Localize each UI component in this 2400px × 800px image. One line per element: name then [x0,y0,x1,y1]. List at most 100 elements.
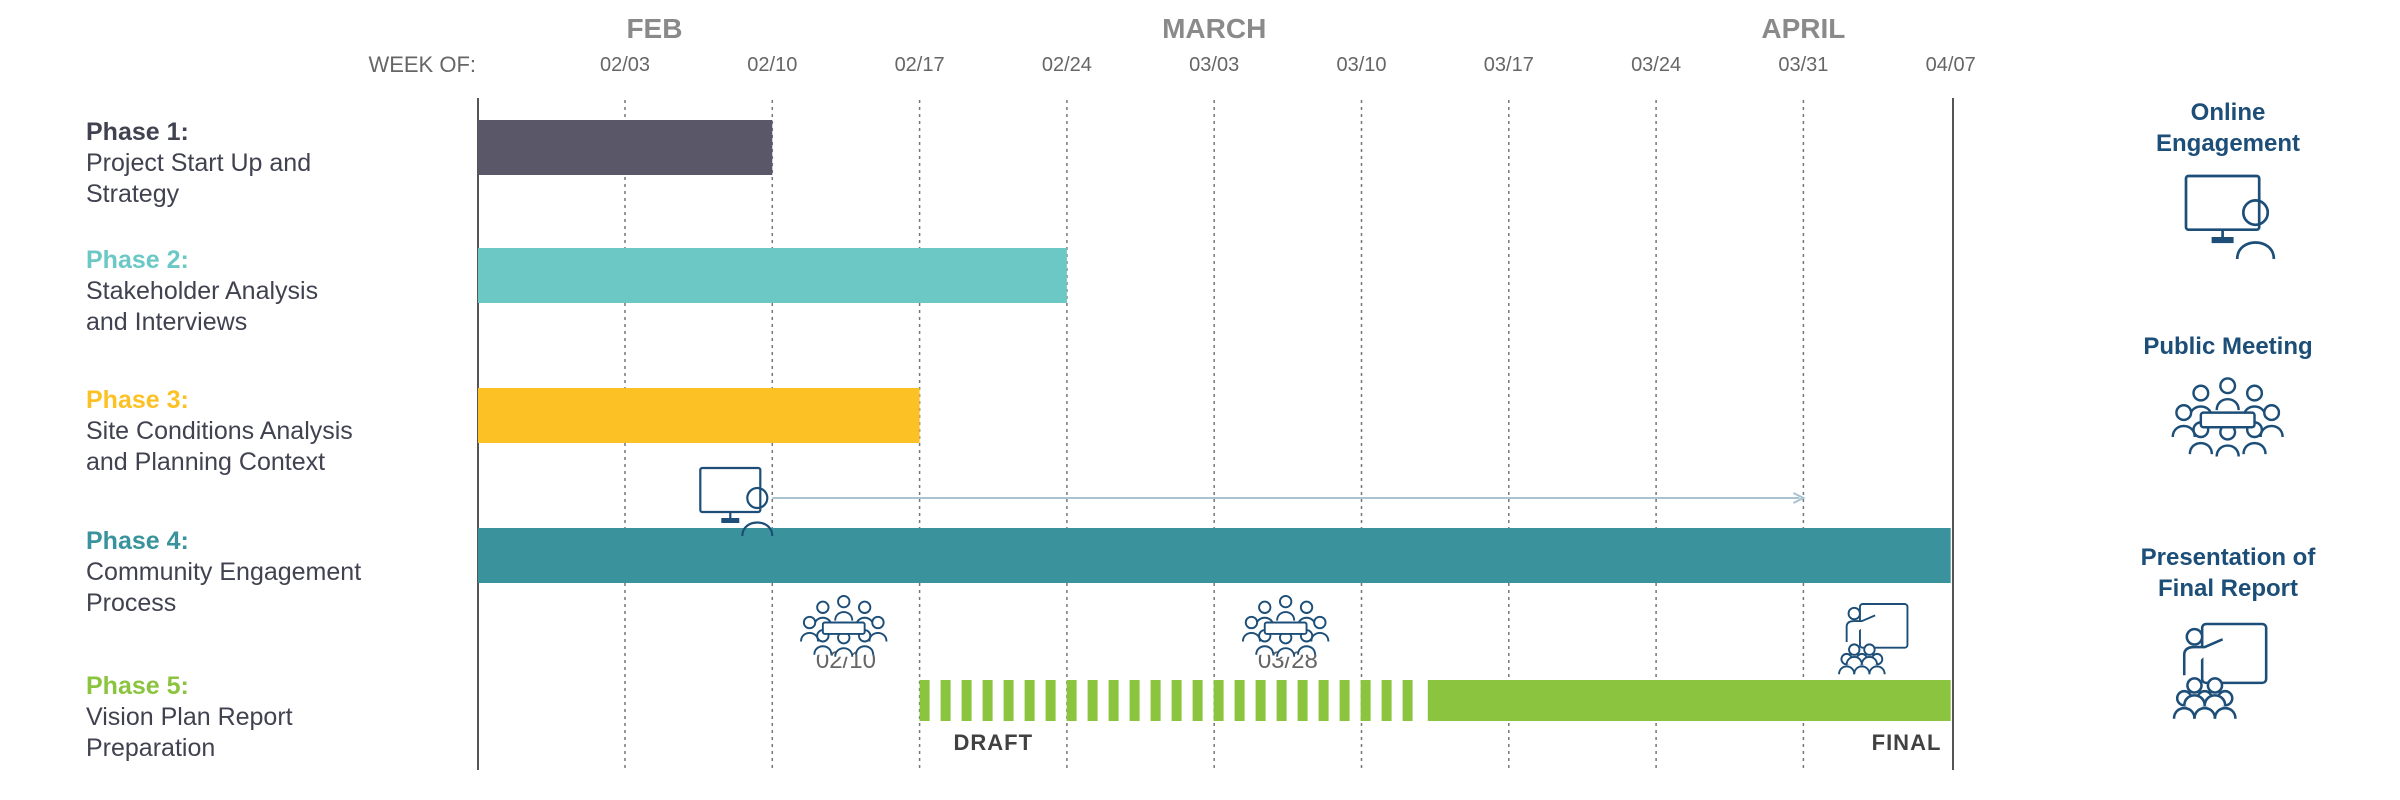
attendee-body [1255,645,1275,655]
phase-bar [478,388,920,443]
meeting-table [821,621,866,635]
week-tick-label: 02/17 [895,54,945,76]
meeting-table [1263,621,1308,635]
attendee-body [1276,611,1296,621]
attendee-head [837,594,851,609]
phase-title: Phase 1: [86,118,189,146]
attendee-head [1278,594,1293,609]
phase-description: Stakeholder Analysis [86,277,318,305]
attendee-body [813,645,833,655]
audience-body [1853,665,1871,675]
online-engagement-icon [699,466,774,537]
phase-title: Phase 4: [86,527,189,555]
phase-bar-dash [1024,680,1035,721]
legend-label: Final Report [2158,575,2298,602]
week-tick-label: 03/10 [1336,54,1386,76]
audience-body [1838,665,1856,675]
monitor-base [721,518,740,523]
legend-label: Public Meeting [2143,333,2312,360]
person-body [2235,241,2276,260]
labels-layer: FEB MARCH APRIL WEEK OF: 02/03 02/10 02/17 02/2… [86,13,1976,762]
phase-description: Site Conditions Analysis [86,417,353,445]
phase-title: Phase 5: [86,672,189,700]
phase-bar-dash [1255,680,1266,721]
attendee-body [834,647,854,657]
phase-description: Preparation [86,734,215,762]
phase-description: Strategy [86,180,180,208]
audience-head [2186,677,2203,694]
attendee-head [2245,384,2264,402]
engagement-arrow-head [1792,492,1806,504]
attendee-head [2263,404,2281,422]
phase-bar-dash [1276,680,1287,721]
attendee-head [2219,377,2237,395]
bars-layer [478,120,1951,721]
attendee-body [855,645,875,655]
public-meeting-icon [1241,594,1330,657]
axis-label: WEEK OF: [368,52,476,77]
attendee-head [871,615,885,630]
phase-bar-dash [961,680,972,721]
audience-head [2206,677,2224,694]
audience-head [1863,643,1876,656]
presentation-board [1859,603,1909,649]
week-tick-label: 03/03 [1189,54,1239,76]
meeting-table [2199,411,2256,429]
attendee-head [2192,384,2210,402]
legend-label: Online [2191,99,2266,126]
audience-body [2182,694,2206,707]
month-label: APRIL [1761,13,1845,44]
attendee-body [2171,424,2196,438]
phase-description: Process [86,589,176,617]
attendee-body [868,632,888,642]
phase-bar-dash [1402,680,1413,721]
attendee-body [2259,424,2284,438]
attendee-body [1276,647,1296,657]
phase-bar-dash [1297,680,1308,721]
month-label: FEB [626,13,682,44]
phase-bar-dash [919,680,930,721]
phase-bar [478,248,1067,303]
phase-bar-dash [1003,680,1014,721]
phase-bar-dash [1339,680,1350,721]
phase-description: Community Engagement [86,558,361,586]
attendee-head [1258,600,1272,614]
phase-bar-dash [940,680,951,721]
audience-body [2203,694,2227,707]
person-body [741,521,774,537]
week-tick-label: 03/24 [1631,54,1681,76]
legend-presentation-icon [2172,622,2268,719]
phase-description: Project Start Up and [86,149,311,177]
attendee-body [2215,444,2240,457]
phase-description: Vision Plan Report [86,703,293,731]
audience-head [1848,643,1861,656]
phase-title: Phase 3: [86,386,189,414]
phase-bar-dash [1129,680,1140,721]
legend-label: Presentation of [2141,544,2317,571]
attendee-body [1241,632,1261,642]
icons-layer [699,466,1909,675]
phase-description: and Planning Context [86,448,325,476]
phase-bar-dash [1381,680,1392,721]
presentation-board [2200,622,2268,685]
phase-bar-dash [1045,680,1056,721]
attendee-body [2188,441,2214,455]
week-tick-label: 03/31 [1778,54,1828,76]
attendee-head [816,600,830,614]
phase-bar-dash [1087,680,1098,721]
attendee-body [1310,632,1330,642]
public-meeting-icon [800,594,888,657]
audience-body [1868,665,1886,675]
phase5-label: DRAFT [953,730,1033,755]
phase-bar-dash [1213,680,1224,721]
attendee-body [1297,645,1317,655]
phase-bar-dash [1150,680,1161,721]
phase-bar [478,528,1951,583]
phase-bar-dashed [919,680,1413,721]
phase-bar [478,120,773,175]
presenter-head [1847,606,1861,621]
monitor-base [2211,237,2234,244]
attendee-head [802,615,817,630]
week-tick-label: 02/24 [1042,54,1092,76]
week-tick-label: 02/03 [600,54,650,76]
